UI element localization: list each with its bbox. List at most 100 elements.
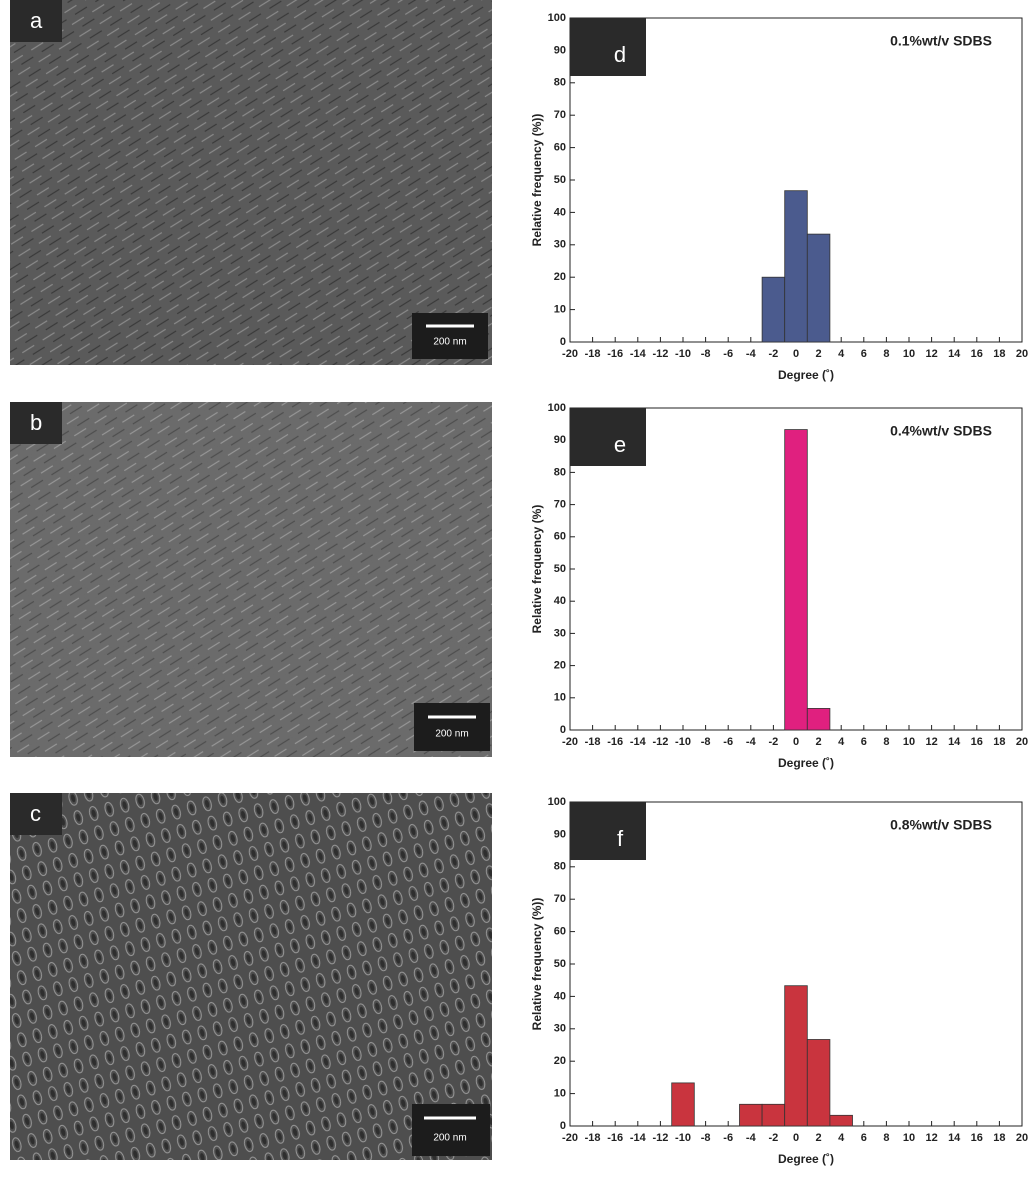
x-tick-label: 12 — [925, 1132, 937, 1144]
y-tick-label: 0 — [560, 1120, 566, 1132]
x-tick-label: -2 — [769, 348, 779, 360]
x-tick-label: -2 — [769, 1132, 779, 1144]
x-tick-label: -12 — [652, 736, 668, 748]
y-tick-label: 20 — [554, 1055, 566, 1067]
x-tick-label: -16 — [607, 1132, 623, 1144]
x-tick-label: 2 — [816, 736, 822, 748]
bar — [761, 1103, 786, 1127]
bar — [784, 190, 808, 343]
y-tick-label: 30 — [554, 239, 566, 251]
panel-label-box — [570, 18, 646, 76]
y-tick-label: 70 — [554, 893, 566, 905]
x-tick-label: -16 — [607, 348, 623, 360]
y-axis-label: Relative frequency (%)) — [530, 114, 544, 247]
sem-image-a: a 200 nm — [10, 0, 492, 365]
y-tick-label: 60 — [554, 531, 566, 543]
x-tick-label: 16 — [971, 1132, 983, 1144]
y-axis-label: Relative frequency (%)) — [530, 898, 544, 1031]
x-tick-label: -6 — [723, 736, 733, 748]
y-tick-label: 0 — [560, 336, 566, 348]
scale-bar-label: 200 nm — [433, 1133, 466, 1144]
x-tick-label: -8 — [701, 1132, 711, 1144]
x-tick-label: 4 — [838, 736, 845, 748]
x-tick-label: 8 — [883, 348, 889, 360]
x-tick-label: 14 — [948, 736, 961, 748]
x-tick-label: 16 — [971, 348, 983, 360]
x-tick-label: 0 — [793, 736, 799, 748]
y-tick-label: 40 — [554, 990, 566, 1002]
x-tick-label: -4 — [746, 736, 757, 748]
chart-title: 0.1%wt/v SDBS — [890, 33, 992, 49]
x-tick-label: -10 — [675, 348, 691, 360]
x-tick-label: 4 — [838, 348, 845, 360]
y-tick-label: 60 — [554, 926, 566, 938]
y-tick-label: 40 — [554, 595, 566, 607]
bar — [829, 1114, 853, 1127]
y-tick-label: 100 — [548, 12, 566, 24]
x-tick-label: -8 — [701, 348, 711, 360]
x-tick-label: -18 — [585, 736, 601, 748]
x-tick-label: 0 — [793, 1132, 799, 1144]
x-axis-label: Degree (˚) — [778, 756, 834, 770]
sem-image-b: b 200 nm — [10, 402, 492, 757]
x-tick-label: -12 — [652, 348, 668, 360]
y-tick-label: 50 — [554, 174, 566, 186]
x-tick-label: 18 — [993, 736, 1005, 748]
y-tick-label: 90 — [554, 434, 566, 446]
x-tick-label: -10 — [675, 1132, 691, 1144]
x-axis-label: Degree (˚) — [778, 1152, 834, 1166]
y-tick-label: 60 — [554, 142, 566, 154]
y-tick-label: 80 — [554, 77, 566, 89]
panel-label-box — [570, 802, 646, 860]
bar — [761, 276, 786, 343]
x-tick-label: 12 — [925, 736, 937, 748]
y-tick-label: 30 — [554, 1023, 566, 1035]
x-tick-label: 0 — [793, 348, 799, 360]
bar — [739, 1103, 763, 1127]
y-axis-label: Relative frequency (%) — [530, 505, 544, 634]
x-tick-label: 20 — [1016, 736, 1028, 748]
x-tick-label: 20 — [1016, 348, 1028, 360]
x-tick-label: 6 — [861, 1132, 867, 1144]
sem-image-c: c 200 nm — [10, 793, 492, 1160]
y-tick-label: 100 — [548, 796, 566, 808]
y-tick-label: 70 — [554, 499, 566, 511]
bar — [784, 429, 808, 731]
chart-title: 0.4%wt/v SDBS — [890, 423, 992, 439]
panel-label: f — [617, 826, 624, 851]
x-tick-label: 4 — [838, 1132, 845, 1144]
x-axis-label: Degree (˚) — [778, 368, 834, 382]
x-tick-label: 2 — [816, 1132, 822, 1144]
panel-label-box — [570, 408, 646, 466]
bar — [806, 1039, 831, 1127]
x-tick-label: 18 — [993, 348, 1005, 360]
x-tick-label: 20 — [1016, 1132, 1028, 1144]
bar — [671, 1082, 695, 1127]
x-tick-label: -6 — [723, 1132, 733, 1144]
x-tick-label: 14 — [948, 1132, 961, 1144]
panel-label: b — [30, 410, 42, 435]
x-tick-label: 8 — [883, 736, 889, 748]
bar — [806, 708, 831, 731]
y-tick-label: 20 — [554, 271, 566, 283]
scale-bar-label: 200 nm — [433, 337, 466, 348]
panel-label: d — [614, 42, 626, 67]
x-tick-label: -14 — [630, 736, 647, 748]
x-tick-label: -14 — [630, 1132, 647, 1144]
x-tick-label: -4 — [746, 1132, 757, 1144]
x-tick-label: 6 — [861, 348, 867, 360]
panel-label: c — [30, 801, 41, 826]
panel-label: a — [30, 8, 43, 33]
y-tick-label: 90 — [554, 44, 566, 56]
y-tick-label: 40 — [554, 206, 566, 218]
x-tick-label: -6 — [723, 348, 733, 360]
x-tick-label: -18 — [585, 1132, 601, 1144]
y-tick-label: 100 — [548, 402, 566, 414]
scale-bar-label: 200 nm — [435, 729, 468, 740]
x-tick-label: -20 — [562, 1132, 578, 1144]
y-tick-label: 70 — [554, 109, 566, 121]
x-tick-label: -16 — [607, 736, 623, 748]
x-tick-label: 10 — [903, 348, 915, 360]
x-tick-label: 14 — [948, 348, 961, 360]
